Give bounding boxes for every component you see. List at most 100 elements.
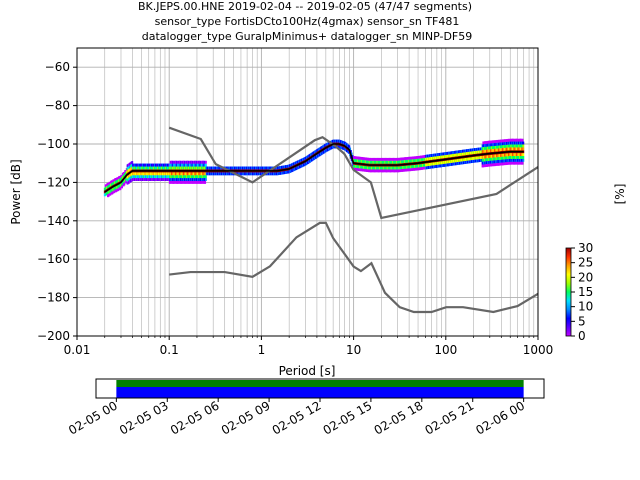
histogram-cell xyxy=(172,180,175,184)
histogram-cell xyxy=(122,171,125,175)
histogram-cell xyxy=(494,163,497,167)
histogram-cell xyxy=(360,168,363,172)
histogram-cell xyxy=(420,155,423,159)
histogram-cell xyxy=(496,139,499,143)
histogram-cell xyxy=(172,160,174,164)
histogram-cell xyxy=(168,180,171,184)
histogram-cell xyxy=(382,157,385,161)
histogram-cell xyxy=(512,138,515,142)
histogram-cell xyxy=(121,185,123,189)
histogram-cell xyxy=(407,168,410,172)
histogram-cell xyxy=(203,160,206,164)
histogram-cell xyxy=(196,180,199,184)
histogram-cell xyxy=(351,155,354,158)
histogram-cell xyxy=(482,164,485,168)
colorbar-tick-label: 0 xyxy=(578,329,586,343)
histogram-cell xyxy=(391,169,394,173)
title-line-3: datalogger_type GuralpMinimus+ datalogge… xyxy=(142,30,473,43)
histogram-cell xyxy=(369,157,372,161)
histogram-cell xyxy=(373,157,376,161)
histogram-cell xyxy=(399,169,402,173)
histogram-cell xyxy=(488,140,491,144)
histogram-cell xyxy=(359,156,362,160)
x-tick-label: 0.1 xyxy=(160,343,179,357)
histogram-cell xyxy=(521,161,524,165)
histogram-cell xyxy=(364,168,366,172)
histogram-cell xyxy=(490,140,493,144)
histogram-cell xyxy=(414,167,417,171)
histogram-cell xyxy=(486,140,489,144)
histogram-cell xyxy=(396,157,399,161)
histogram-cell xyxy=(120,174,123,178)
histogram-cell xyxy=(170,180,173,184)
title-line-1: BK.JEPS.00.HNE 2019-02-04 -- 2019-02-05 … xyxy=(138,0,472,13)
histogram-cell xyxy=(195,160,198,164)
x-tick-label: 1 xyxy=(258,343,266,357)
histogram-cell xyxy=(200,180,203,184)
histogram-cell xyxy=(507,161,510,165)
histogram-cell xyxy=(417,167,420,171)
histogram-cell xyxy=(387,169,390,173)
histogram-cell xyxy=(201,180,204,184)
histogram-cell xyxy=(204,163,207,167)
chart-title: BK.JEPS.00.HNE 2019-02-04 -- 2019-02-05 … xyxy=(138,0,472,43)
plot-frame xyxy=(76,47,539,337)
colorbar-tick-label: 15 xyxy=(578,285,593,299)
histogram-cell xyxy=(482,141,485,145)
histogram-cell xyxy=(123,182,126,186)
histogram-cell xyxy=(490,163,493,167)
histogram-cell xyxy=(486,163,489,167)
histogram-cell xyxy=(199,160,202,164)
histogram-cell xyxy=(484,141,487,145)
histogram-cell xyxy=(422,166,425,170)
histogram-cell xyxy=(522,156,525,159)
x-tick-label: 10 xyxy=(346,343,361,357)
histogram-cell xyxy=(385,157,388,161)
histogram-cell xyxy=(509,161,512,165)
timeline-tick-label: 02-06 00 xyxy=(473,398,527,437)
histogram-cell xyxy=(411,168,413,171)
histogram-cell xyxy=(361,157,364,160)
histogram-cell xyxy=(495,163,498,166)
histogram-cell xyxy=(186,180,189,184)
timeline-tick-label: 02-05 00 xyxy=(66,398,120,437)
histogram-cell xyxy=(365,157,368,161)
histogram-cell xyxy=(377,157,380,161)
histogram-cell xyxy=(382,169,384,173)
histogram-cell xyxy=(118,175,121,179)
histogram-cell xyxy=(395,169,398,173)
histogram-cell xyxy=(505,162,508,165)
histogram-cell xyxy=(410,156,413,160)
y-tick-label: −80 xyxy=(45,99,70,113)
histogram-cell xyxy=(386,157,389,161)
histogram-cell xyxy=(116,177,119,181)
histogram-cell xyxy=(204,180,207,184)
timeline-tick-label: 02-05 09 xyxy=(219,398,273,437)
histogram-cell xyxy=(204,175,207,179)
high-noise-model-line xyxy=(168,126,539,220)
histogram-cell xyxy=(378,169,381,173)
histogram-cell xyxy=(389,169,392,173)
histogram-cell xyxy=(375,169,378,173)
histogram-cell xyxy=(405,168,408,172)
histogram-cell xyxy=(354,167,357,171)
coverage-bar-bottom xyxy=(116,387,524,398)
histogram-cell xyxy=(175,160,178,164)
histogram-cell xyxy=(522,147,525,151)
histogram-cell xyxy=(131,161,134,164)
colorbar-tick-label: 5 xyxy=(578,314,586,328)
histogram-cell xyxy=(394,157,397,161)
histogram-cell xyxy=(348,145,351,149)
histogram-cell xyxy=(371,157,373,161)
histogram-cell xyxy=(367,157,370,161)
x-axis-label: Period [s] xyxy=(279,364,336,378)
timeline-tick-label: 02-05 12 xyxy=(270,398,324,437)
mean-curve xyxy=(104,143,524,193)
histogram-cell xyxy=(190,180,192,184)
histogram-cell xyxy=(494,140,497,144)
timeline-tick-label: 02-05 06 xyxy=(168,398,222,437)
y-tick-label: −200 xyxy=(37,329,70,343)
histogram-cell xyxy=(356,167,359,171)
histogram-cell xyxy=(498,162,500,166)
